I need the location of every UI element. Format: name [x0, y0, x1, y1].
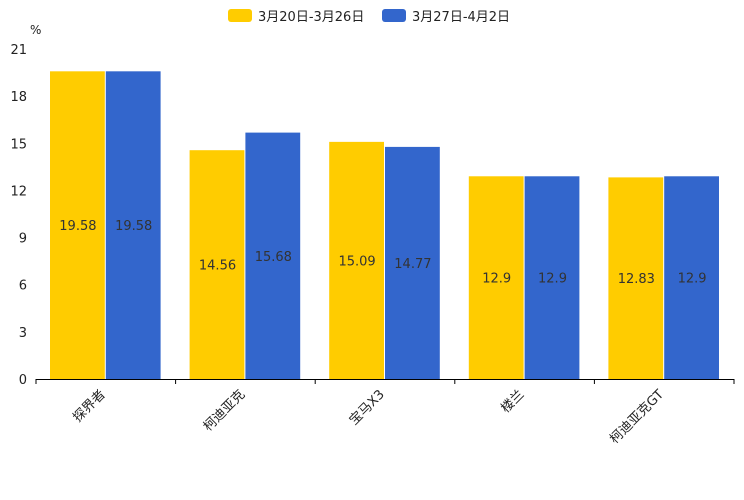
x-tick-label: 柯迪亚克: [201, 387, 248, 434]
bar[interactable]: [189, 150, 245, 379]
x-tick-label: 宝马X3: [347, 387, 388, 428]
y-axis-label: %: [30, 23, 41, 37]
y-tick-label: 6: [19, 279, 27, 294]
bars: 19.58 19.58 14.56 15.68 15.09 14.77 12.9 12.9 12…: [50, 71, 719, 380]
bar[interactable]: [105, 71, 161, 380]
y-tick-label: 21: [10, 43, 27, 58]
bar[interactable]: [385, 146, 440, 379]
data-label: 12.9: [482, 272, 511, 287]
data-label: 12.9: [678, 272, 707, 287]
data-label: 12.9: [538, 272, 567, 287]
bar[interactable]: [468, 176, 524, 379]
bar[interactable]: [608, 177, 664, 379]
data-label: 12.83: [618, 272, 655, 287]
data-label: 19.58: [59, 219, 96, 234]
legend-swatch: [382, 9, 406, 22]
y-tick-label: 9: [19, 232, 27, 247]
bar[interactable]: [664, 176, 719, 379]
y-tick-label: 12: [10, 184, 27, 199]
x-tick-label: 探界者: [70, 387, 108, 425]
y-tick-label: 18: [10, 90, 27, 105]
y-tick-label: 15: [10, 137, 27, 152]
bar[interactable]: [50, 71, 105, 380]
bar[interactable]: [524, 176, 580, 379]
data-label: 15.68: [255, 250, 292, 265]
x-tick-label: 柯迪亚克GT: [607, 387, 667, 447]
data-label: 14.77: [394, 257, 431, 272]
x-tick-label: 楼兰: [498, 387, 527, 416]
y-axis: 0 3 6 9 12 15 18 21: [10, 43, 27, 388]
legend-label: 3月20日-3月26日: [258, 10, 364, 25]
x-axis: 探界者 柯迪亚克 宝马X3 楼兰 柯迪亚克GT: [35, 379, 735, 447]
bar[interactable]: [245, 132, 301, 379]
bar[interactable]: [329, 141, 384, 379]
data-label: 14.56: [199, 259, 236, 274]
legend: 3月20日-3月26日 3月27日-4月2日: [228, 9, 510, 25]
data-label: 15.09: [338, 254, 375, 269]
legend-swatch: [228, 9, 252, 22]
data-label: 19.58: [115, 219, 152, 234]
legend-item[interactable]: 3月20日-3月26日: [228, 9, 364, 25]
legend-label: 3月27日-4月2日: [412, 10, 510, 25]
y-tick-label: 0: [19, 373, 27, 388]
legend-item[interactable]: 3月27日-4月2日: [382, 9, 510, 25]
y-tick-label: 3: [19, 326, 27, 341]
